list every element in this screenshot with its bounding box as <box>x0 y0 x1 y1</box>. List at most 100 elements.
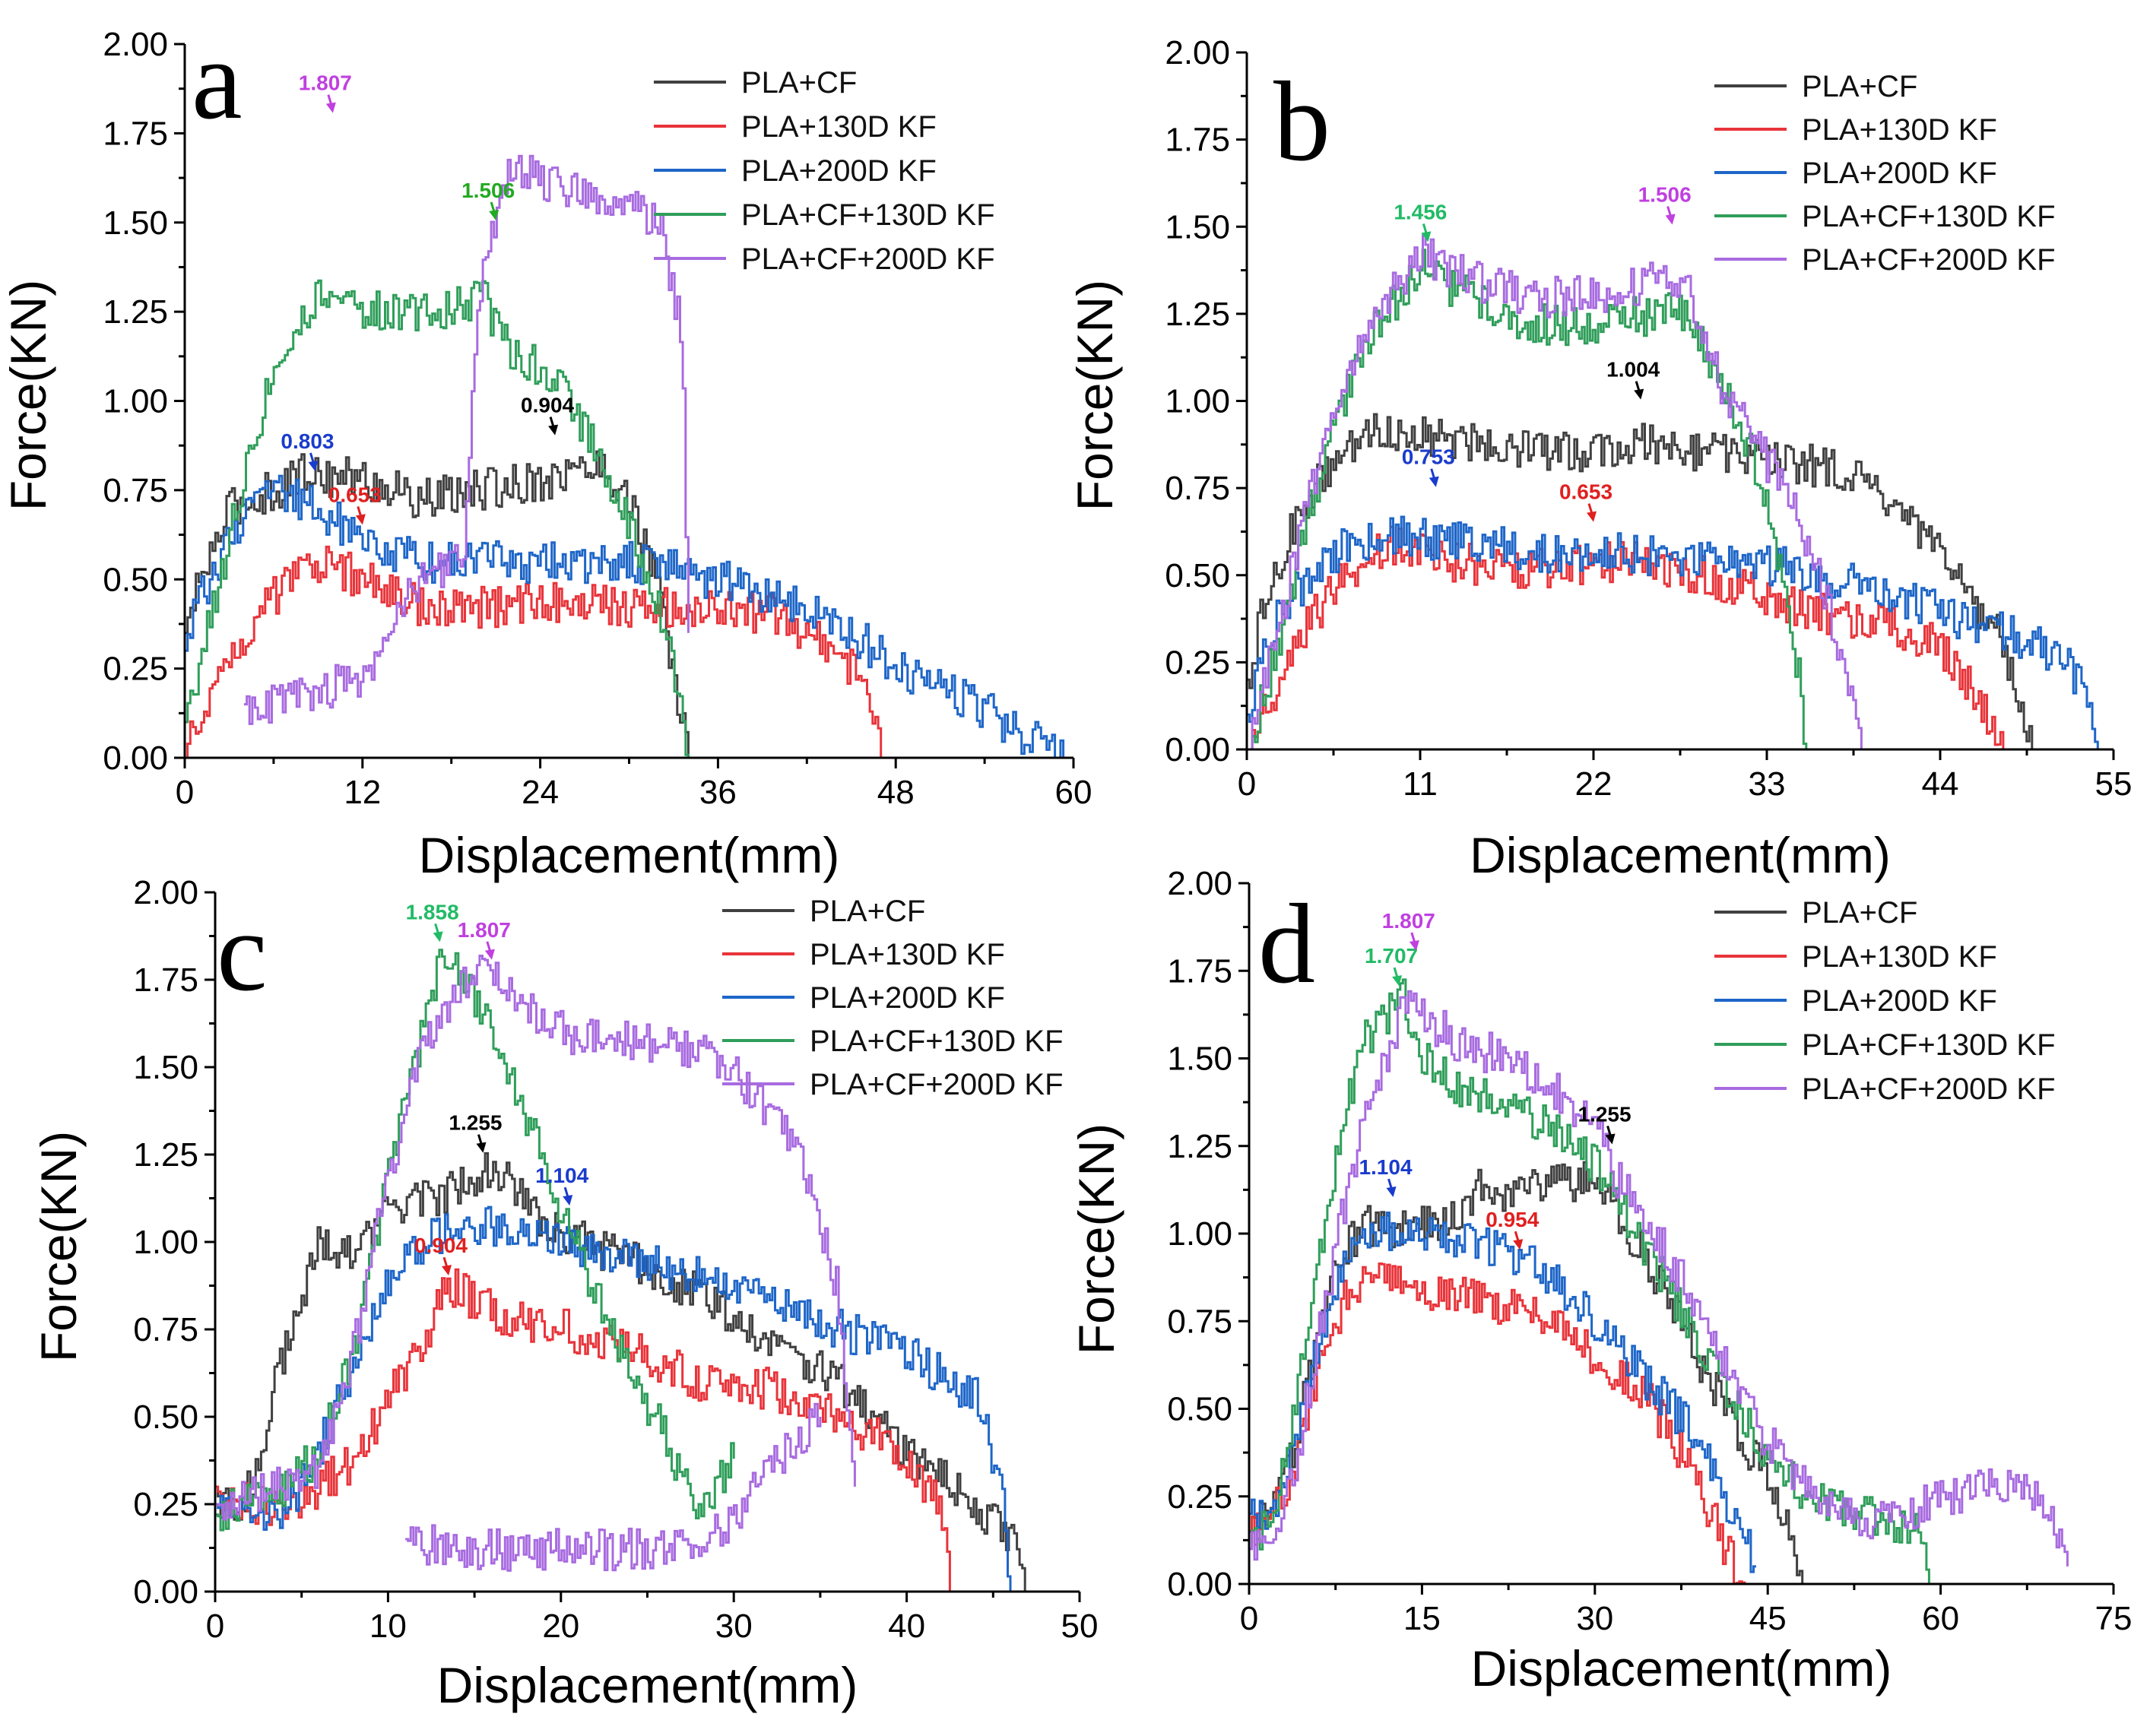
legend-label: PLA+200D KF <box>1802 157 1997 190</box>
annotation: 1.004 <box>1606 358 1660 400</box>
legend: PLA+CF PLA+130D KF PLA+200D KF PLA+CF+130D … <box>722 895 1064 1101</box>
x-axis-title: Displacement(mm) <box>1471 1640 1892 1696</box>
legend-label: PLA+CF+130D KF <box>810 1025 1064 1058</box>
annotation: 1.707 <box>1365 944 1418 987</box>
x-tick-label: 55 <box>2095 765 2133 803</box>
annotation-arrowhead <box>1587 511 1597 522</box>
annotation-arrowhead <box>441 1265 452 1276</box>
series-line-pla-130d-kf <box>1247 525 2005 751</box>
legend-label: PLA+CF+200D KF <box>1802 1072 2056 1106</box>
y-tick-label: 1.75 <box>103 115 168 152</box>
x-tick-label: 75 <box>2095 1600 2133 1637</box>
x-tick-label: 33 <box>1749 765 1786 803</box>
annotation-arrowhead <box>1634 388 1644 400</box>
legend-label: PLA+CF+200D KF <box>810 1068 1064 1101</box>
y-tick-label: 1.25 <box>133 1136 198 1174</box>
legend-label: PLA+200D KF <box>741 154 937 188</box>
annotation: 0.954 <box>1486 1208 1540 1250</box>
legend-label: PLA+130D KF <box>741 110 937 144</box>
panel-letter: a <box>192 17 243 143</box>
annotation: 0.904 <box>521 394 575 436</box>
annotation-value: 0.904 <box>414 1234 468 1257</box>
annotation-arrowhead <box>1392 975 1403 987</box>
annotation-arrowhead <box>308 460 319 471</box>
annotation-arrowhead <box>325 102 336 113</box>
series-line-pla-cf-200d-kf <box>215 955 856 1521</box>
y-tick-label: 0.50 <box>1167 1391 1232 1428</box>
annotation: 1.255 <box>1578 1102 1632 1145</box>
legend-label: PLA+CF+200D KF <box>741 242 995 276</box>
annotation: 1.456 <box>1394 200 1447 242</box>
annotation: 1.104 <box>535 1164 589 1206</box>
annotation-value: 1.104 <box>1359 1155 1412 1179</box>
annotation-arrowhead <box>1429 476 1439 487</box>
annotation: 1.506 <box>1638 182 1692 225</box>
legend-label: PLA+130D KF <box>810 938 1005 971</box>
annotation: 1.255 <box>449 1111 503 1153</box>
x-tick-label: 40 <box>888 1608 925 1645</box>
y-tick-label: 1.50 <box>1165 208 1230 246</box>
panel-letter: b <box>1273 59 1330 185</box>
legend-label: PLA+CF <box>1802 896 1917 930</box>
x-tick-label: 10 <box>369 1608 407 1645</box>
y-tick-label: 0.75 <box>1165 470 1230 507</box>
annotation-value: 0.904 <box>521 394 574 417</box>
annotation-arrowhead <box>476 1142 487 1153</box>
series-group <box>185 154 1067 759</box>
x-tick-label: 22 <box>1575 765 1612 803</box>
annotation-arrowhead <box>548 424 559 436</box>
x-tick-label: 20 <box>542 1608 579 1645</box>
y-axis-title: Force(KN) <box>30 1131 87 1362</box>
annotation-arrowhead <box>433 931 443 942</box>
legend-label: PLA+CF <box>810 895 925 928</box>
series-group <box>1247 234 2099 751</box>
y-tick-label: 0.50 <box>133 1399 198 1436</box>
series-line-pla-cf <box>215 1152 1028 1593</box>
annotation: 1.807 <box>299 71 352 113</box>
y-tick-label: 1.00 <box>1165 383 1230 420</box>
annotation-arrowhead <box>563 1195 573 1206</box>
series-line-pla-200d-kf <box>215 1205 1012 1592</box>
x-tick-label: 0 <box>206 1608 224 1645</box>
series-group <box>1249 978 2069 1586</box>
annotation-value: 1.255 <box>449 1111 502 1135</box>
y-tick-label: 2.00 <box>103 26 168 63</box>
y-tick-label: 1.50 <box>1167 1041 1232 1078</box>
y-tick-label: 0.00 <box>133 1573 198 1611</box>
annotation-value: 0.803 <box>281 429 334 453</box>
annotation-value: 1.456 <box>1394 200 1447 223</box>
series-line-pla-cf-130d-kf <box>1247 249 1808 751</box>
y-tick-label: 0.75 <box>133 1311 198 1348</box>
annotation-value: 1.807 <box>299 71 352 95</box>
annotation-arrowhead <box>489 209 499 220</box>
series-line-pla-200d-kf <box>185 474 1067 759</box>
annotation-arrowhead <box>1421 231 1432 242</box>
y-tick-label: 1.25 <box>103 293 168 331</box>
annotation: 1.807 <box>458 918 511 960</box>
x-tick-label: 45 <box>1749 1600 1787 1637</box>
legend-label: PLA+200D KF <box>1802 984 1997 1018</box>
x-tick-label: 0 <box>1240 1600 1258 1637</box>
legend-label: PLA+CF+130D KF <box>1802 1028 2056 1062</box>
y-tick-label: 0.00 <box>1165 731 1230 768</box>
y-tick-label: 0.25 <box>103 651 168 688</box>
annotation-arrowhead <box>1665 214 1676 225</box>
annotation-arrowhead <box>1605 1133 1616 1145</box>
annotation-value: 1.004 <box>1606 358 1660 382</box>
annotation: 1.858 <box>406 900 459 942</box>
series-line-pla-cf <box>1247 413 2035 751</box>
x-tick-label: 60 <box>1922 1600 1959 1637</box>
legend: PLA+CF PLA+130D KF PLA+200D KF PLA+CF+130D … <box>654 66 995 276</box>
y-tick-label: 0.50 <box>1165 557 1230 594</box>
series-line-pla-cf-130d-kf <box>185 279 690 758</box>
annotation: 0.904 <box>414 1234 468 1276</box>
annotation-arrowhead <box>1409 939 1419 951</box>
y-tick-label: 2.00 <box>1167 865 1232 902</box>
y-axis-title: Force(KN) <box>1067 280 1123 511</box>
x-tick-label: 50 <box>1061 1608 1099 1645</box>
series-line-pla-130d-kf <box>185 545 883 759</box>
y-tick-label: 0.75 <box>1167 1303 1232 1340</box>
annotation-value: 0.653 <box>328 483 382 506</box>
y-tick-label: 2.00 <box>133 874 198 911</box>
